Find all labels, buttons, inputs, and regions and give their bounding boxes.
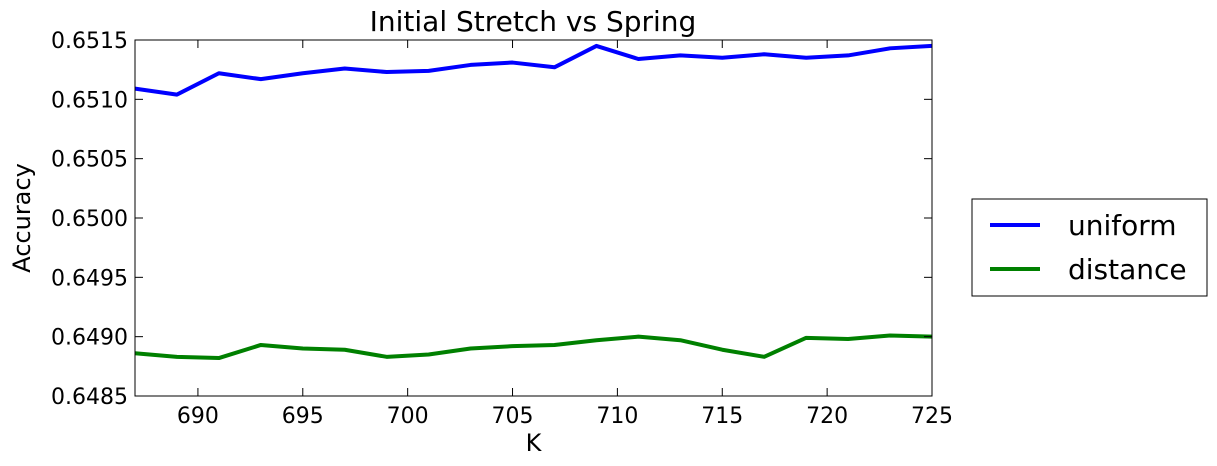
series-line-uniform (134, 43, 933, 97)
legend-label-uniform: uniform (1068, 209, 1177, 242)
y-tick-label: 0.6510 (51, 88, 128, 113)
legend-label-distance: distance (1068, 253, 1187, 286)
x-tick-label: 715 (701, 404, 743, 429)
x-tick-label: 690 (177, 404, 219, 429)
x-tick-label: 720 (806, 404, 848, 429)
x-tick-label: 700 (387, 404, 429, 429)
x-axis-title: K (526, 429, 543, 457)
x-tick-label: 705 (492, 404, 534, 429)
x-tick-label: 710 (596, 404, 638, 429)
series-layer (134, 43, 933, 361)
chart-title: Initial Stretch vs Spring (370, 5, 697, 38)
y-tick-label: 0.6490 (51, 326, 128, 351)
ticks-layer: 690 695 700 705 710 715 720 725 0.6485 0.6490 0.64… (51, 29, 953, 429)
y-tick-label: 0.6500 (51, 207, 128, 232)
x-tick-label: 725 (911, 404, 953, 429)
y-axis-title: Accuracy (8, 163, 36, 273)
y-tick-label: 0.6495 (51, 266, 128, 291)
legend: uniform distance (971, 198, 1208, 297)
y-tick-label: 0.6485 (51, 385, 128, 410)
x-tick-label: 695 (282, 404, 324, 429)
y-tick-label: 0.6505 (51, 148, 128, 173)
y-tick-label: 0.6515 (51, 29, 128, 54)
plot-frame (134, 39, 933, 397)
legend-box (971, 198, 1208, 297)
series-line-distance (134, 333, 933, 361)
